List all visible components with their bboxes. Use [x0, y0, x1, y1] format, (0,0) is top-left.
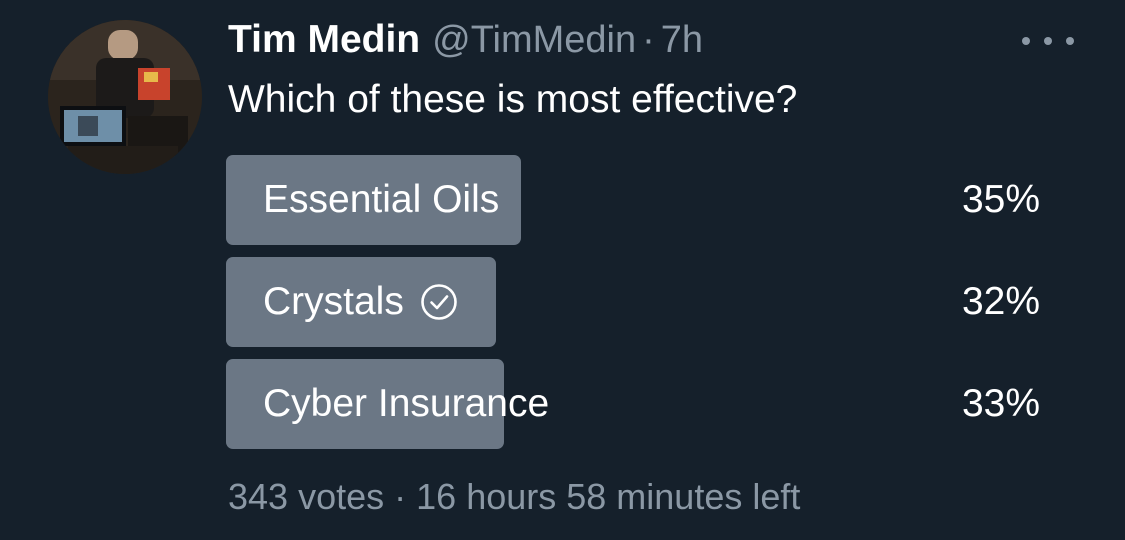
- poll-option-percent: 35%: [961, 178, 1040, 221]
- poll-footer: 343 votes · 16 hours 58 minutes left: [228, 476, 800, 518]
- author-handle[interactable]: @TimMedin: [432, 19, 637, 61]
- poll-option-text: Crystals: [263, 280, 404, 323]
- poll-footer-separator: ·: [394, 476, 407, 517]
- tweet-text: Which of these is most effective?: [228, 78, 798, 121]
- poll-time-left: 16 hours 58 minutes left: [416, 476, 801, 517]
- poll-bar: [226, 359, 504, 449]
- poll-bar: [226, 155, 521, 245]
- poll-option-label: Essential Oils: [263, 155, 499, 245]
- poll-option-label: Cyber Insurance: [263, 359, 549, 449]
- tweet-timestamp[interactable]: 7h: [660, 19, 704, 61]
- poll-option-cyber-insurance: Cyber Insurance 33%: [226, 359, 1044, 449]
- more-dot: [1044, 37, 1052, 45]
- poll-option-percent: 33%: [961, 382, 1040, 425]
- author-display-name[interactable]: Tim Medin: [228, 18, 421, 61]
- poll-option-label: Crystals: [263, 257, 458, 347]
- check-circle-icon: [421, 284, 457, 320]
- header-separator: ·: [642, 19, 655, 61]
- more-horizontal-icon[interactable]: [1022, 28, 1074, 54]
- poll-option-crystals: Crystals 32%: [226, 257, 1044, 347]
- poll-option-text: Cyber Insurance: [263, 382, 550, 425]
- tweet-header: Tim Medin @TimMedin · 7h: [228, 18, 703, 66]
- poll-option-percent: 32%: [961, 280, 1040, 323]
- poll-option-essential-oils: Essential Oils 35%: [226, 155, 1044, 245]
- poll-option-text: Essential Oils: [263, 178, 500, 221]
- avatar-photo: [48, 20, 202, 174]
- more-dot: [1066, 37, 1074, 45]
- avatar[interactable]: [48, 20, 202, 174]
- more-dot: [1022, 37, 1030, 45]
- poll-vote-count[interactable]: 343 votes: [228, 476, 385, 517]
- poll-bar: [226, 257, 496, 347]
